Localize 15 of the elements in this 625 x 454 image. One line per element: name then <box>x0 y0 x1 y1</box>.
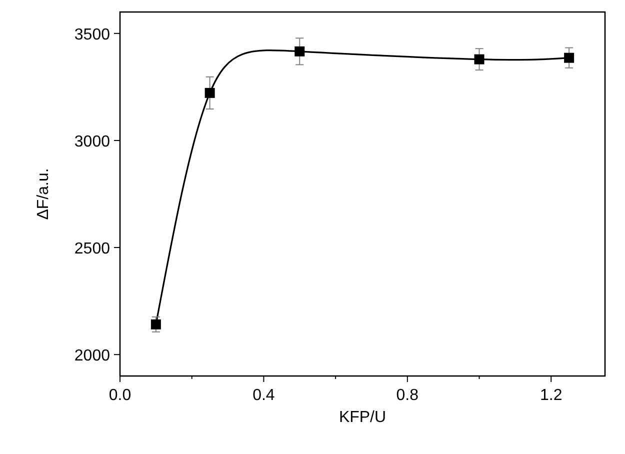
point <box>564 52 574 63</box>
y-axis-title: ΔF/a.u. <box>35 168 52 220</box>
y-tick-label: 2500 <box>74 240 110 258</box>
point <box>474 54 484 64</box>
point <box>150 319 161 330</box>
x-tick-label: 0.8 <box>396 387 419 404</box>
y-tick-label: 2000 <box>74 348 110 365</box>
x-tick-label: 1.2 <box>540 387 562 404</box>
x-axis-title: KFP/U <box>338 409 386 426</box>
point <box>204 88 215 98</box>
y-tick-label: 3500 <box>74 26 110 44</box>
point <box>294 46 305 56</box>
x-tick-label: 0.4 <box>252 387 275 404</box>
y-tick-label: 3000 <box>74 133 110 150</box>
x-tick-label: 0.0 <box>108 387 132 404</box>
